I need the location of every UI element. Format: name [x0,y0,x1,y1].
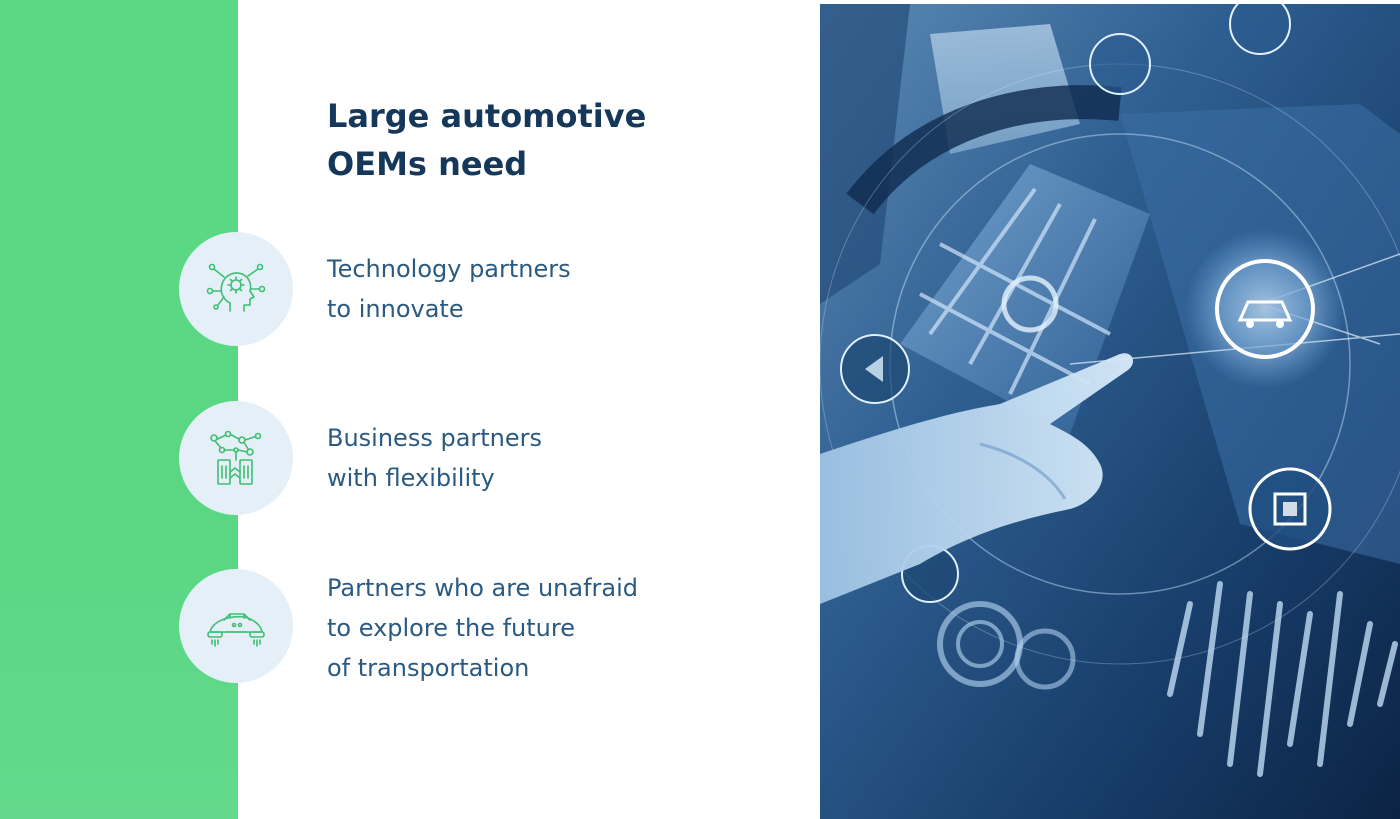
content-area: Large automotive OEMs need Techn [179,92,779,683]
future-car-icon [207,613,265,647]
need-item-line: to explore the future [327,614,575,642]
need-item-line: Business partners [327,424,543,452]
need-item-technology: Technology partners to innovate [179,232,779,346]
icon-circle [179,569,293,683]
icon-circle [179,401,293,515]
need-item-text: Partners who are unafraid to explore the… [327,568,777,688]
icon-circle [179,232,293,346]
need-item-line: of transportation [327,654,530,682]
car-dashboard-image [820,4,1400,819]
page-title: Large automotive OEMs need [327,92,747,188]
need-item-line: Partners who are unafraid [327,574,639,602]
dashboard-touch-illustration [820,4,1400,819]
need-item-text: Technology partners to innovate [327,249,777,329]
need-item-line: with flexibility [327,464,495,492]
brain-network-icon [206,263,266,312]
business-network-icon [210,430,262,485]
need-item-line: to innovate [327,295,464,323]
green-accent-band [0,0,238,819]
need-item-business: Business partners with flexibility [179,401,779,515]
need-item-future: Partners who are unafraid to explore the… [179,569,779,683]
page-title-line-1: Large automotive [327,97,647,135]
need-item-text: Business partners with flexibility [327,418,777,498]
green-band-gradient [0,0,238,819]
need-item-line: Technology partners [327,255,571,283]
page-title-line-2: OEMs need [327,145,528,183]
